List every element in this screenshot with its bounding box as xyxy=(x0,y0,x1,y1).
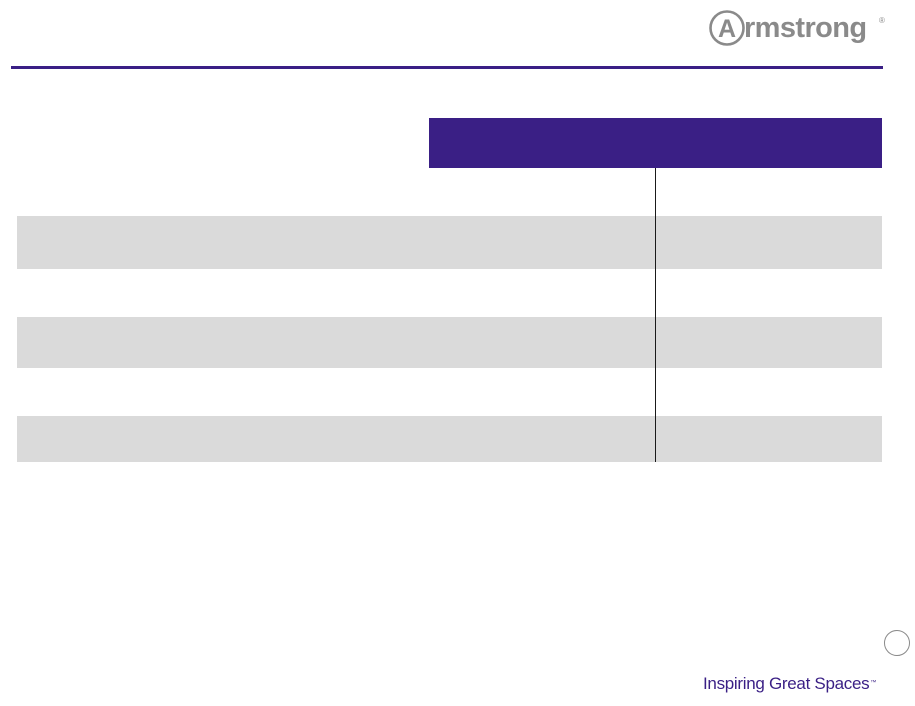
table-header-band xyxy=(429,118,882,168)
logo-wordmark: rmstrong xyxy=(744,12,867,44)
table-row xyxy=(17,216,882,269)
tagline-text: Inspiring Great Spaces xyxy=(703,674,870,693)
page-number-badge xyxy=(884,630,910,656)
trademark-mark: ™ xyxy=(870,680,877,686)
registered-mark: ® xyxy=(879,16,885,25)
footer-tagline: Inspiring Great Spaces™ xyxy=(703,674,876,694)
logo-initial: A xyxy=(718,15,736,43)
table-row xyxy=(17,317,882,368)
data-table xyxy=(17,118,882,462)
table-row xyxy=(17,416,882,462)
column-divider xyxy=(655,168,656,462)
armstrong-logo: A rmstrong ® xyxy=(709,8,889,48)
header-divider xyxy=(11,66,883,69)
